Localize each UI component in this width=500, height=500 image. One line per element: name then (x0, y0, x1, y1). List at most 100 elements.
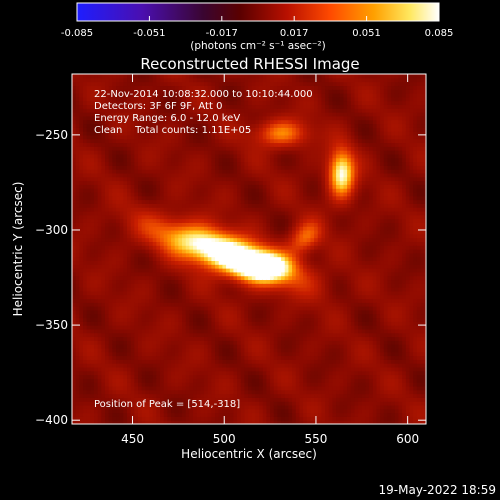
heatmap-cell (141, 241, 146, 246)
heatmap-cell (101, 123, 106, 128)
heatmap-cell (156, 165, 161, 170)
heatmap-cell (149, 306, 154, 311)
heatmap-cell (75, 210, 80, 216)
heatmap-cell (259, 412, 264, 417)
heatmap-cell (160, 306, 165, 311)
heatmap-cell (189, 340, 194, 345)
heatmap-cell (152, 245, 157, 250)
heatmap-cell (226, 93, 231, 98)
heatmap-cell (182, 279, 187, 284)
heatmap-cell (226, 313, 231, 319)
heatmap-cell (108, 191, 113, 197)
heatmap-cell (244, 77, 249, 83)
heatmap-cell (141, 404, 146, 410)
heatmap-cell (266, 264, 271, 269)
heatmap-cell (204, 157, 209, 163)
heatmap-cell (149, 161, 154, 166)
heatmap-cell (105, 153, 110, 159)
heatmap-cell (119, 131, 124, 136)
heatmap-cell (116, 104, 121, 109)
heatmap-cell (86, 218, 91, 223)
heatmap-cell (174, 397, 179, 402)
heatmap-cell (83, 203, 88, 208)
heatmap-cell (152, 397, 157, 402)
heatmap-cell (79, 93, 84, 98)
heatmap-cell (138, 157, 143, 163)
heatmap-cell (196, 275, 201, 281)
heatmap-cell (207, 279, 212, 284)
heatmap-cell (248, 385, 253, 391)
heatmap-cell (233, 347, 238, 353)
heatmap-cell (171, 153, 176, 159)
heatmap-cell (75, 389, 80, 395)
heatmap-cell (244, 252, 249, 258)
colorbar-tick-label: -0.017 (206, 28, 238, 39)
heatmap-cell (200, 150, 205, 155)
heatmap-cell (240, 363, 246, 368)
heatmap-cell (108, 412, 113, 417)
heatmap-cell (105, 203, 110, 208)
heatmap-cell (200, 249, 205, 254)
heatmap-cell (248, 344, 253, 349)
heatmap-cell (90, 347, 95, 353)
heatmap-cell (108, 210, 113, 216)
heatmap-cell (112, 385, 117, 391)
heatmap-cell (248, 397, 253, 402)
heatmap-cell (141, 420, 146, 424)
heatmap-cell (138, 229, 143, 235)
heatmap-cell (134, 404, 139, 410)
heatmap-cell (90, 328, 95, 334)
heatmap-cell (163, 340, 168, 345)
heatmap-cell (270, 385, 275, 391)
heatmap-cell (178, 134, 183, 140)
heatmap-cell (218, 104, 224, 109)
heatmap-cell (196, 309, 201, 315)
heatmap-cell (141, 245, 146, 250)
heatmap-cell (185, 191, 190, 197)
heatmap-cell (141, 207, 146, 212)
heatmap-cell (178, 146, 183, 151)
heatmap-cell (218, 108, 224, 113)
heatmap-cell (211, 150, 216, 155)
heatmap-cell (134, 112, 139, 117)
heatmap-cell (127, 222, 132, 227)
heatmap-cell (229, 328, 235, 334)
heatmap-cell (83, 332, 88, 338)
heatmap-cell (196, 180, 201, 185)
heatmap-cell (182, 210, 187, 216)
heatmap-cell (207, 161, 212, 166)
heatmap-cell (75, 370, 80, 376)
heatmap-cell (119, 256, 124, 262)
heatmap-cell (101, 287, 106, 292)
heatmap-cell (266, 96, 271, 102)
heatmap-cell (244, 264, 249, 269)
heatmap-cell (251, 100, 257, 106)
heatmap-cell (145, 363, 150, 368)
heatmap-cell (178, 385, 183, 391)
heatmap-cell (127, 93, 132, 98)
heatmap-cell (75, 176, 80, 182)
heatmap-cell (163, 359, 168, 364)
heatmap-cell (185, 317, 190, 322)
heatmap-cell (119, 378, 124, 383)
heatmap-cell (167, 290, 172, 296)
heatmap-cell (193, 408, 198, 414)
heatmap-cell (178, 138, 183, 144)
heatmap-cell (101, 188, 106, 193)
heatmap-cell (262, 325, 268, 330)
heatmap-cell (215, 321, 220, 326)
heatmap-cell (248, 180, 253, 185)
heatmap-cell (204, 214, 209, 220)
heatmap-cell (141, 146, 146, 151)
heatmap-cell (189, 104, 194, 109)
heatmap-cell (189, 260, 194, 265)
heatmap-cell (72, 374, 77, 379)
heatmap-cell (94, 169, 99, 174)
heatmap-cell (94, 74, 99, 79)
heatmap-cell (141, 264, 146, 269)
heatmap-cell (196, 203, 201, 208)
heatmap-cell (160, 404, 165, 410)
heatmap-cell (156, 108, 161, 113)
heatmap-cell (222, 260, 227, 265)
heatmap-cell (152, 146, 157, 151)
